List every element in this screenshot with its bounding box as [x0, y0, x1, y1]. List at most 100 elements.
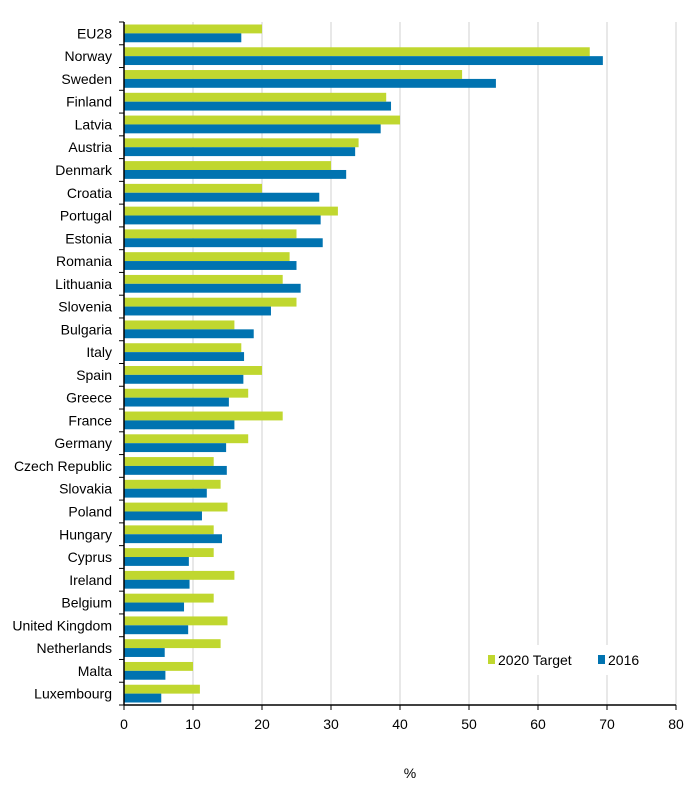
- category-label: Belgium: [61, 595, 112, 611]
- category-label: Estonia: [65, 230, 112, 246]
- bar-2016: [124, 443, 227, 453]
- bar-2016: [124, 283, 301, 293]
- bar-target: [124, 525, 214, 535]
- x-tick-label: 60: [530, 716, 546, 732]
- category-label: Italy: [86, 344, 112, 360]
- category-label: Croatia: [67, 185, 112, 201]
- bar-2016: [124, 648, 165, 657]
- bar-target: [124, 115, 400, 125]
- bar-target: [124, 92, 387, 102]
- bar-2016: [124, 534, 222, 544]
- bar-target: [124, 161, 331, 170]
- bar-target: [124, 457, 214, 466]
- category-label: Norway: [65, 48, 112, 64]
- axes: [119, 21, 677, 710]
- category-label: Austria: [68, 139, 112, 155]
- bar-2016: [124, 465, 227, 475]
- x-tick-label: 30: [323, 716, 339, 732]
- bar-target: [124, 229, 297, 239]
- category-label: Sweden: [61, 71, 112, 87]
- bar-target: [124, 343, 242, 353]
- category-label: France: [68, 412, 112, 428]
- x-axis-label: %: [404, 765, 416, 781]
- bar-2016: [124, 488, 207, 498]
- category-labels: EU28 Norway Sweden Finland Latvia Austria Denm…: [12, 25, 113, 701]
- bar-target: [124, 252, 290, 262]
- category-label: Germany: [54, 435, 112, 451]
- bar-target: [124, 297, 297, 307]
- x-tick-label: 70: [599, 716, 615, 732]
- legend-label: 2020 Target: [498, 652, 572, 668]
- bar-2016: [124, 420, 235, 430]
- category-label: Latvia: [75, 116, 113, 132]
- bar-2016: [124, 261, 297, 270]
- bar-target: [124, 274, 283, 284]
- bar-target: [124, 411, 283, 421]
- category-label: EU28: [77, 25, 112, 41]
- category-label: Finland: [66, 94, 112, 110]
- legend: 2020 Target 2016: [488, 652, 639, 668]
- bar-target: [124, 70, 463, 79]
- bar-target: [124, 593, 214, 603]
- legend-label: 2016: [608, 652, 639, 668]
- bar-target: [124, 434, 249, 444]
- bar-target: [124, 479, 221, 489]
- category-label: Spain: [76, 367, 112, 383]
- bar-target: [124, 47, 590, 57]
- bar-2016: [124, 579, 190, 589]
- category-label: Denmark: [55, 162, 113, 178]
- bar-2016: [124, 602, 185, 612]
- category-label: Luxembourg: [34, 686, 112, 702]
- bar-target: [124, 661, 193, 671]
- category-label: Lithuania: [55, 276, 112, 292]
- bar-2016: [124, 56, 603, 66]
- gridlines: [192, 22, 677, 705]
- bar-2016: [124, 670, 166, 680]
- category-label: Slovenia: [58, 299, 112, 315]
- bar-2016: [124, 625, 189, 635]
- bar-2016: [124, 33, 242, 43]
- bar-2016: [124, 147, 356, 157]
- x-tick-labels: 0 10 20 30 40 50 60 70 80: [120, 716, 684, 732]
- bar-2016: [124, 124, 381, 134]
- x-tick-label: 40: [392, 716, 408, 732]
- category-label: Portugal: [60, 208, 112, 224]
- bar-2016: [124, 352, 245, 361]
- category-label: Netherlands: [37, 640, 113, 656]
- bar-target: [124, 138, 359, 148]
- bar-2016: [124, 192, 320, 202]
- bars: [124, 24, 603, 703]
- bar-2016: [124, 78, 496, 88]
- bar-target: [124, 24, 262, 34]
- x-tick-label: 80: [668, 716, 684, 732]
- x-tick-label: 20: [254, 716, 270, 732]
- category-label: Czech Republic: [14, 458, 112, 474]
- category-label: Cyprus: [68, 549, 112, 565]
- bar-2016: [124, 374, 244, 384]
- bar-2016: [124, 557, 189, 566]
- bar-target: [124, 206, 338, 216]
- category-label: Greece: [66, 390, 112, 406]
- category-label: Hungary: [59, 526, 112, 542]
- category-label: United Kingdom: [12, 617, 112, 633]
- bar-2016: [124, 238, 323, 248]
- bar-target: [124, 366, 262, 375]
- bar-target: [124, 570, 235, 580]
- legend-swatch: [488, 655, 495, 664]
- category-label: Malta: [78, 663, 112, 679]
- bar-2016: [124, 101, 392, 111]
- bar-target: [124, 320, 235, 330]
- bar-target: [124, 183, 262, 193]
- category-label: Poland: [68, 503, 112, 519]
- legend-background: [478, 645, 658, 675]
- bar-2016: [124, 306, 271, 316]
- category-label: Ireland: [69, 572, 112, 588]
- category-label: Slovakia: [59, 481, 112, 497]
- x-tick-label: 10: [185, 716, 201, 732]
- bar-2016: [124, 215, 321, 225]
- bar-2016: [124, 693, 162, 703]
- category-label: Bulgaria: [61, 321, 113, 337]
- bar-2016: [124, 169, 347, 179]
- bar-2016: [124, 397, 229, 407]
